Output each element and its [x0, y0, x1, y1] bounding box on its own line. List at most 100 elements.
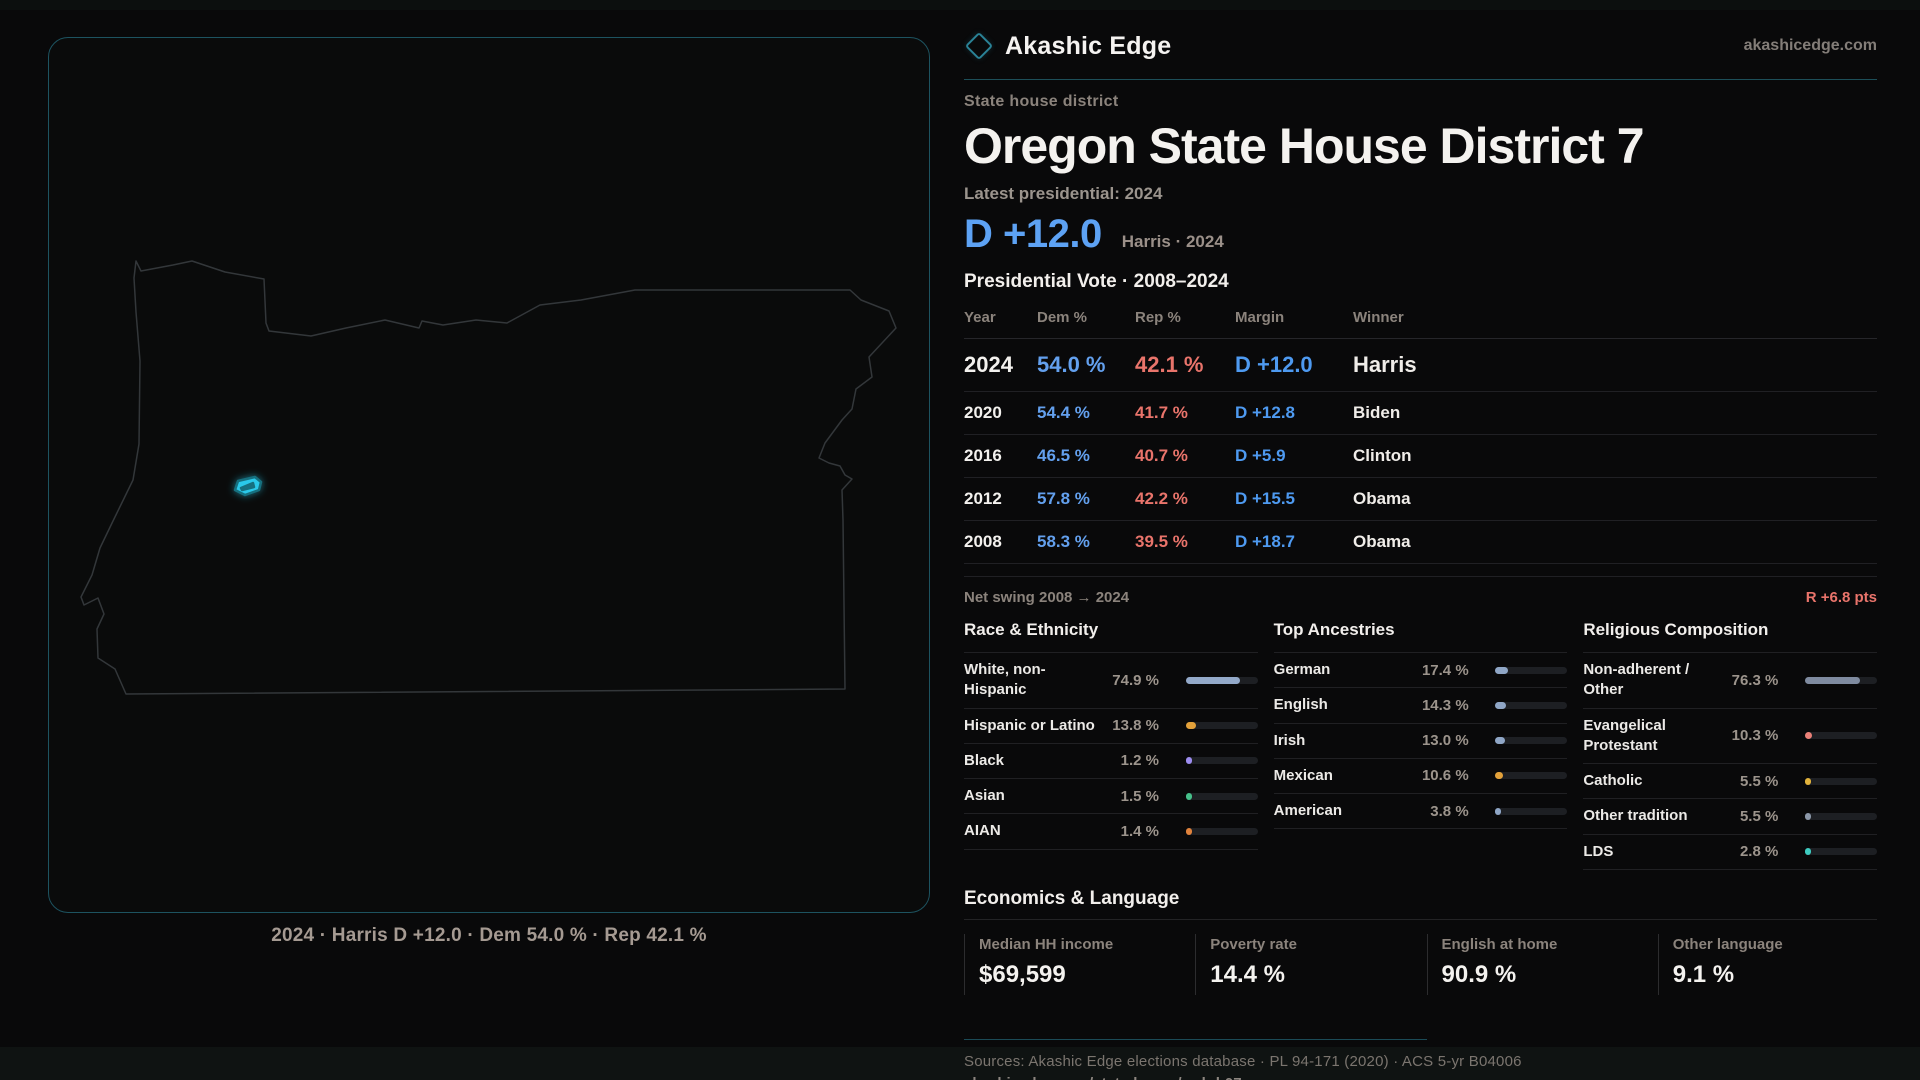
demo-bar-track [1495, 772, 1568, 780]
demo-value: 1.4 % [1120, 822, 1159, 840]
demo-row: Hispanic or Latino 13.8 % [964, 707, 1258, 743]
section-title: Race & Ethnicity [964, 620, 1099, 639]
sources-text: Sources: Akashic Edge elections database… [964, 1052, 1522, 1070]
table-row: 2008 58.3 % 39.5 % D +18.7 Obama [964, 520, 1877, 564]
demo-label: Other tradition [1583, 807, 1688, 825]
demo-label: Catholic [1583, 772, 1643, 789]
demo-label: LDS [1583, 842, 1614, 860]
stat-card: Poverty rate 14.4 % [1195, 933, 1414, 995]
diamond-logo-icon [964, 31, 994, 61]
stat-label: Other language [1672, 935, 1783, 953]
winner-cell: Harris [1353, 338, 1877, 392]
demo-bar-fill [1804, 732, 1813, 740]
column-header-rep: Rep % [1135, 301, 1235, 339]
demo-label: American [1273, 802, 1343, 819]
winner-cell: Biden [1353, 391, 1877, 435]
map-panel [48, 37, 930, 913]
demo-value: 14.3 % [1421, 696, 1469, 714]
dem-cell: 46.5 % [1037, 434, 1135, 478]
permalink-link[interactable]: akashicedge.com/state-house/or-hd-07 [964, 1075, 1242, 1080]
demo-bar-fill [1804, 848, 1811, 856]
headline-margin-row: D +12.0 Harris · 2024 [964, 212, 1877, 257]
economics-title: Economics & Language [964, 887, 1180, 909]
section-religion: Religious Composition Non-adherent / Oth… [1583, 620, 1877, 870]
column-header-dem: Dem % [1037, 301, 1135, 339]
headline-margin: D +12.0 [964, 212, 1102, 256]
district-report: Akashic Edge akashicedge.com State house… [964, 0, 1877, 1080]
top-edge-strip [0, 0, 1920, 10]
year-cell: 2024 [964, 338, 1037, 392]
site-domain-link[interactable]: akashicedge.com [1743, 37, 1877, 54]
table-row: 2020 54.4 % 41.7 % D +12.8 Biden [964, 391, 1877, 435]
demo-value: 1.5 % [1120, 787, 1159, 805]
demo-row: AIAN 1.4 % [964, 813, 1258, 850]
footer: Sources: Akashic Edge elections database… [964, 1038, 1877, 1080]
table-row: 2016 46.5 % 40.7 % D +5.9 Clinton [964, 434, 1877, 478]
demo-label: Hispanic or Latino [964, 716, 1095, 734]
margin-cell: D +12.8 [1235, 391, 1353, 435]
demo-row: German 17.4 % [1273, 652, 1568, 687]
year-cell: 2012 [964, 477, 1037, 521]
section-race: Race & Ethnicity White, non-Hispanic 74.… [964, 620, 1258, 870]
latest-presidential-label: Latest presidential: 2024 [964, 184, 1163, 203]
economics-stats-row: Median HH income $69,599 Poverty rate 14… [964, 933, 1877, 995]
demo-bar-fill [1495, 666, 1508, 674]
page-kicker: State house district [964, 93, 1119, 110]
vote-table-title: Presidential Vote · 2008–2024 [964, 271, 1229, 292]
demo-row: Catholic 5.5 % [1583, 763, 1877, 798]
winner-cell: Obama [1353, 520, 1877, 564]
demo-value: 10.3 % [1731, 727, 1779, 745]
year-cell: 2016 [964, 434, 1037, 478]
brand-header: Akashic Edge akashicedge.com [964, 28, 1877, 64]
rep-cell: 40.7 % [1135, 434, 1235, 478]
demo-bar-track [1495, 701, 1568, 709]
demo-label: Asian [964, 787, 1005, 804]
header-divider [964, 79, 1877, 80]
demo-bar-fill [1495, 807, 1502, 815]
demo-bar-track [1804, 848, 1877, 856]
demo-value: 5.5 % [1739, 772, 1779, 790]
demo-row: Non-adherent / Other 76.3 % [1583, 652, 1877, 708]
demo-value: 76.3 % [1731, 671, 1779, 689]
table-row: 2012 57.8 % 42.2 % D +15.5 Obama [964, 477, 1877, 521]
demo-bar-fill [1185, 757, 1192, 765]
rep-cell: 42.2 % [1135, 477, 1235, 521]
demo-value: 17.4 % [1421, 661, 1469, 679]
oregon-outline [80, 260, 897, 695]
demo-bar-track [1495, 807, 1568, 815]
demo-bar-fill [1495, 701, 1506, 709]
table-row: 2024 54.0 % 42.1 % D +12.0 Harris [964, 338, 1877, 392]
demo-row: Mexican 10.6 % [1273, 757, 1568, 793]
demo-row: English 14.3 % [1273, 687, 1568, 722]
page-title: Oregon State House District 7 [964, 118, 1645, 174]
demo-row: White, non-Hispanic 74.9 % [964, 652, 1258, 708]
stat-value: 14.4 % [1210, 960, 1285, 988]
demo-bar-fill [1804, 676, 1860, 684]
dem-cell: 54.0 % [1037, 338, 1135, 392]
rep-cell: 39.5 % [1135, 520, 1235, 564]
demo-value: 13.8 % [1112, 717, 1159, 735]
section-title: Religious Composition [1583, 620, 1769, 639]
district-highlight [233, 475, 263, 497]
demo-bar-fill [1495, 737, 1505, 745]
demo-bar-fill [1804, 812, 1811, 820]
demo-bar-track [1495, 737, 1568, 745]
demo-bar-fill [1185, 722, 1196, 730]
year-cell: 2020 [964, 391, 1037, 435]
margin-cell: D +12.0 [1235, 338, 1353, 392]
table-header-row: Year Dem % Rep % Margin Winner [964, 301, 1877, 339]
winner-cell: Clinton [1353, 434, 1877, 478]
column-header-margin: Margin [1235, 301, 1353, 339]
demo-bar-fill [1495, 772, 1503, 780]
demo-bar-track [1804, 732, 1877, 740]
economics-divider [964, 918, 1877, 920]
footer-divider [964, 1038, 1427, 1040]
headline-context: Harris · 2024 [1121, 232, 1224, 251]
stat-value: $69,599 [979, 960, 1066, 988]
section-title: Top Ancestries [1273, 620, 1395, 639]
section-ancestry: Top Ancestries German 17.4 % English 14.… [1273, 620, 1568, 870]
dem-cell: 57.8 % [1037, 477, 1135, 521]
demo-value: 13.0 % [1421, 732, 1469, 750]
stat-label: Poverty rate [1210, 935, 1297, 953]
vote-table: Year Dem % Rep % Margin Winner 2024 54.0… [964, 301, 1877, 564]
